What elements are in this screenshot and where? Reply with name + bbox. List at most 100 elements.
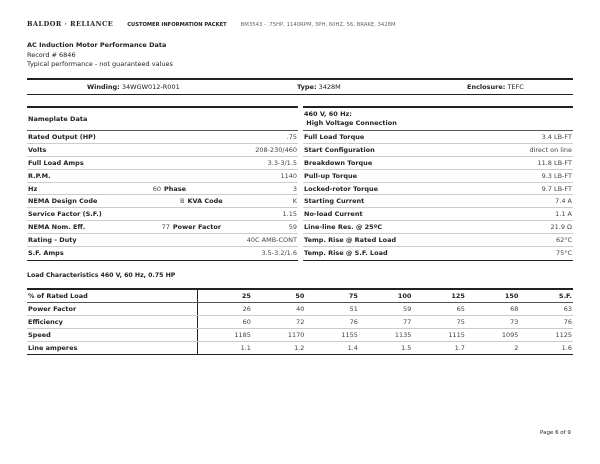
nameplate-row: NEMA Nom. Eff. 77 Power Factor 59 — [27, 221, 298, 235]
row-label: Line-line Res. @ 25ºC — [304, 223, 383, 232]
nameplate-row: Service Factor (S.F.) 1.15 — [27, 208, 298, 222]
load-cell: 1155 — [305, 328, 359, 342]
row-value: 3.5-3.2/1.6 — [261, 249, 297, 258]
load-cell: 75 — [305, 289, 359, 303]
type-cell: Type: 3428M — [297, 83, 467, 91]
row-value-2: K — [292, 197, 297, 206]
connection-row: Full Load Torque 3.4 LB-FT — [303, 131, 573, 144]
load-cell: 1185 — [197, 328, 252, 342]
load-title: Load Characteristics 460 V, 60 Hz, 0.75 … — [27, 272, 176, 279]
row-label: NEMA Nom. Eff. — [28, 223, 86, 232]
row-label: Rated Output (HP) — [28, 132, 96, 141]
row-label: Rating - Duty — [28, 236, 77, 245]
load-row: Line amperes 1.1 1.2 1.4 1.5 1.7 2 1.6 — [27, 341, 573, 354]
load-row-label: Power Factor — [27, 302, 198, 316]
row-value: 208-230/460 — [255, 145, 297, 154]
row-label-2: Phase — [164, 184, 187, 193]
packet-title: CUSTOMER INFORMATION PACKET — [127, 22, 227, 28]
load-cell: 65 — [412, 302, 466, 316]
row-value: B — [179, 197, 185, 206]
nameplate-row: S.F. Amps 3.5-3.2/1.6 — [27, 247, 298, 260]
enclosure-value: TEFC — [507, 83, 524, 91]
load-cell: 1135 — [358, 328, 413, 342]
row-label: Service Factor (S.F.) — [28, 210, 102, 219]
type-label: Type: — [297, 83, 317, 91]
load-cell: 76 — [305, 315, 359, 329]
load-cell: 1125 — [519, 328, 573, 342]
nameplate-row: Rated Output (HP) .75 — [27, 131, 298, 144]
winding-value: 34WGW012-R001 — [121, 83, 180, 91]
row-label: Full Load Torque — [304, 132, 365, 141]
load-cell: 73 — [465, 315, 520, 329]
nameplate-row: Full Load Amps 3.3-3/1.5 — [27, 157, 298, 170]
row-label: Full Load Amps — [28, 158, 84, 167]
connection-table: 460 V, 60 Hz: High Voltage Connection Fu… — [303, 106, 573, 261]
load-cell: 76 — [519, 315, 573, 329]
page-number: Page 6 of 9 — [540, 430, 571, 436]
connection-row: Temp. Rise @ S.F. Load 75°C — [303, 247, 573, 260]
product-description: BM3543 - .75HP, 1140RPM, 3PH, 60HZ, 56, … — [240, 22, 396, 28]
nameplate-table: Nameplate Data Rated Output (HP) .75 Volts… — [27, 106, 298, 261]
connection-title-2: High Voltage Connection — [306, 119, 397, 127]
load-row-label: Efficiency — [27, 315, 198, 329]
row-label: Pull-up Torque — [304, 171, 358, 180]
row-value: .75 — [286, 132, 297, 141]
load-table: % of Rated Load 25 50 75 100 125 150 S.F. Power … — [27, 288, 573, 355]
nameplate-row: Volts 208-230/460 — [27, 144, 298, 157]
nameplate-row: R.P.M. 1140 — [27, 170, 298, 183]
load-cell: 51 — [305, 302, 359, 316]
baldor-logo: BALDOR · RELIANCE — [27, 20, 114, 28]
winding-cell: Winding: 34WGW012-R001 — [27, 83, 297, 91]
load-cell: 125 — [412, 289, 466, 303]
connection-row: Starting Current 7.4 A — [303, 195, 573, 209]
load-cell: 2 — [514, 343, 519, 352]
connection-row: No-load Current 1.1 A — [303, 208, 573, 222]
row-label-2: KVA Code — [187, 197, 223, 206]
load-cell: 1.2 — [294, 343, 305, 352]
row-label: NEMA Design Code — [28, 197, 98, 206]
row-value: 1140 — [280, 171, 297, 180]
row-value: 3.4 LB-FT — [541, 132, 572, 141]
load-cell: 50 — [251, 289, 306, 303]
load-cell: 1.7 — [454, 343, 465, 352]
load-cell: 1.6 — [561, 343, 572, 352]
row-label: No-load Current — [304, 210, 363, 219]
document-title: AC Induction Motor Performance Data — [27, 41, 167, 49]
row-label: Temp. Rise @ S.F. Load — [304, 249, 388, 258]
row-label-2: Power Factor — [172, 223, 222, 232]
load-cell: 26 — [197, 302, 252, 316]
load-cell: 1170 — [251, 328, 306, 342]
load-row: Power Factor 26 40 51 59 65 68 63 — [27, 302, 573, 316]
connection-row: Locked-rotor Torque 9.7 LB-FT — [303, 183, 573, 196]
load-cell: 25 — [197, 289, 252, 303]
load-row: Efficiency 60 72 76 77 75 73 76 — [27, 315, 573, 329]
load-cell: 60 — [197, 315, 252, 329]
load-cell: 150 — [465, 289, 520, 303]
load-cell: 75 — [412, 315, 466, 329]
row-value: 75°C — [555, 249, 572, 258]
row-value: 77 — [161, 223, 170, 232]
load-row-label: Speed — [27, 328, 198, 342]
row-label: Hz — [28, 184, 38, 193]
row-label: Temp. Rise @ Rated Load — [304, 236, 397, 245]
load-cell: 63 — [519, 302, 573, 316]
connection-row: Pull-up Torque 9.3 LB-FT — [303, 170, 573, 183]
connection-row: Breakdown Torque 11.8 LB-FT — [303, 157, 573, 170]
nameplate-row: Rating - Duty 40C AMB-CONT — [27, 234, 298, 248]
row-value: 9.7 LB-FT — [541, 184, 572, 193]
load-cell: 59 — [358, 302, 413, 316]
nameplate-row: NEMA Design Code B KVA Code K — [27, 195, 298, 209]
record-number: Record # 6846 — [27, 51, 76, 59]
row-value: 3.3-3/1.5 — [267, 158, 297, 167]
load-cell: 40 — [251, 302, 306, 316]
load-cell: 68 — [465, 302, 520, 316]
row-value: 11.8 LB-FT — [537, 158, 572, 167]
row-label: Start Configuration — [304, 145, 375, 154]
row-value-2: 59 — [288, 223, 297, 232]
nameplate-title: Nameplate Data — [27, 108, 298, 131]
row-value: 21.9 Ω — [550, 223, 572, 232]
type-value: 3428M — [318, 83, 341, 91]
disclaimer: Typical performance - not guaranteed val… — [27, 60, 173, 68]
row-value: 1.1 A — [555, 210, 572, 219]
row-value: direct on line — [529, 145, 572, 154]
